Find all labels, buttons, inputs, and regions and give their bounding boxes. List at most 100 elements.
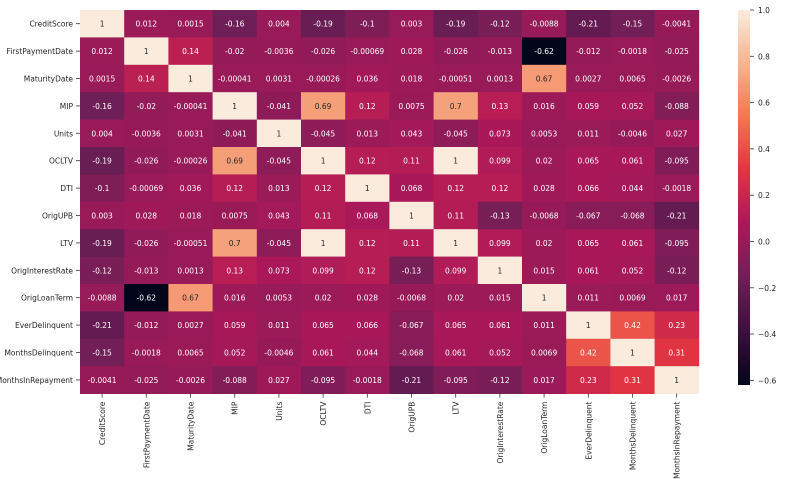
cell-value-label: -0.02 (137, 102, 157, 111)
cell-value-label: -0.0018 (132, 349, 161, 358)
heatmap-cell (256, 119, 302, 148)
colorbar-tick-label: 0.6 (758, 99, 770, 108)
heatmap-cell (522, 174, 567, 203)
heatmap-cell (610, 10, 655, 38)
heatmap-cell (212, 119, 258, 148)
cell-value-label: 0.016 (224, 294, 246, 303)
cell-value-label: -0.045 (267, 239, 291, 248)
heatmap-cell (522, 338, 567, 367)
heatmap-cell (389, 147, 434, 175)
cell-value-label: 0.12 (315, 184, 332, 193)
heatmap-cell (345, 147, 390, 175)
heatmap-cell (522, 119, 567, 148)
cell-value-label: 0.7 (450, 102, 462, 111)
heatmap-cell (610, 64, 655, 93)
heatmap-cell (522, 92, 567, 120)
heatmap-cell (477, 37, 523, 66)
cell-value-label: -0.1 (95, 184, 110, 193)
heatmap-cell (80, 256, 125, 285)
heatmap-cell (124, 119, 169, 148)
heatmap-cell (168, 92, 213, 120)
cell-value-label: 0.42 (580, 349, 597, 358)
heatmap-cell (256, 64, 302, 93)
heatmap-cell (301, 256, 346, 285)
heatmap-cell (477, 119, 523, 148)
cell-value-label: -0.0068 (530, 212, 559, 221)
row-tick-label: OrigInterestRate (11, 266, 73, 275)
heatmap-cell (477, 10, 523, 38)
heatmap-cell (345, 119, 390, 148)
cell-value-label: -0.62 (137, 294, 157, 303)
heatmap-cell (168, 174, 213, 203)
heatmap-cell (345, 92, 390, 120)
cell-value-label: 0.099 (489, 239, 511, 248)
cell-value-label: 0.099 (489, 157, 511, 166)
cell-value-label: 0.42 (624, 321, 641, 330)
cell-value-label: 0.0015 (89, 75, 115, 84)
cell-value-label: -0.0046 (618, 129, 647, 138)
cell-value-label: -0.00069 (350, 47, 384, 56)
cell-value-label: 1 (277, 129, 282, 138)
cell-value-label: 0.043 (268, 212, 290, 221)
heatmap-cell (566, 366, 611, 394)
heatmap-cell (389, 338, 434, 367)
heatmap-cell (389, 174, 434, 203)
heatmap-cell (610, 37, 655, 66)
column-tick-label: OrigLoanTerm (540, 402, 549, 454)
cell-value-label: -0.0036 (264, 47, 293, 56)
cell-value-label: 0.018 (180, 212, 202, 221)
heatmap-cells (80, 10, 700, 394)
cell-value-label: 0.7 (229, 239, 241, 248)
heatmap-cell (124, 201, 169, 230)
cell-value-label: 0.67 (536, 75, 553, 84)
heatmap-cell (477, 201, 523, 230)
cell-value-label: -0.00069 (129, 184, 163, 193)
heatmap-cell (212, 92, 258, 120)
heatmap-cell (212, 64, 258, 93)
heatmap-cell (168, 10, 213, 38)
column-tick-labels: CreditScore FirstPaymentDate MaturityDate M… (98, 393, 682, 479)
heatmap-cell (433, 147, 479, 175)
cell-value-label: -0.0041 (662, 20, 691, 29)
heatmap-cell (345, 366, 390, 394)
column-tick-label: EverDelinquent (584, 402, 593, 460)
row-tick-label: MonthsDelinquent (4, 349, 73, 358)
heatmap-cell (610, 311, 655, 340)
heatmap-cell (345, 174, 390, 203)
cell-value-label: -0.0088 (530, 20, 559, 29)
cell-value-label: 0.11 (315, 212, 332, 221)
row-tick-label: CreditScore (29, 20, 73, 29)
cell-value-label: -0.041 (267, 102, 291, 111)
cell-value-label: 0.31 (668, 349, 685, 358)
cell-value-label: -0.095 (444, 376, 468, 385)
cell-value-label: 1 (498, 266, 503, 275)
heatmap-cell (654, 256, 700, 285)
column-tick-label: OrigUPB (408, 402, 417, 433)
heatmap-cell (654, 147, 700, 175)
cell-value-label: -0.0068 (397, 294, 426, 303)
cell-value-label: 0.0075 (222, 212, 248, 221)
heatmap-cell (389, 256, 434, 285)
heatmap-cell (256, 256, 302, 285)
heatmap-cell (433, 92, 479, 120)
heatmap-cell (301, 174, 346, 203)
cell-value-label: 0.013 (268, 184, 290, 193)
colorbar-tick-label: −0.2 (758, 284, 776, 293)
heatmap-cell (610, 338, 655, 367)
cell-value-label: -0.0088 (88, 294, 117, 303)
column-tick-label: OrigInterestRate (496, 401, 505, 463)
heatmap-cell (256, 174, 302, 203)
cell-value-label: -0.095 (665, 239, 689, 248)
heatmap-cell (301, 229, 346, 257)
heatmap-cell (433, 201, 479, 230)
cell-value-label: 0.013 (357, 129, 379, 138)
cell-value-label: 1 (453, 239, 458, 248)
cell-value-label: 0.052 (224, 349, 246, 358)
colorbar-tick-label: 0.4 (758, 145, 770, 154)
heatmap-cell (212, 37, 258, 66)
cell-value-label: 1 (188, 75, 193, 84)
cell-value-label: -0.013 (134, 266, 158, 275)
heatmap-cell (80, 366, 125, 394)
cell-value-label: 0.073 (268, 266, 290, 275)
heatmap-cell (124, 64, 169, 93)
